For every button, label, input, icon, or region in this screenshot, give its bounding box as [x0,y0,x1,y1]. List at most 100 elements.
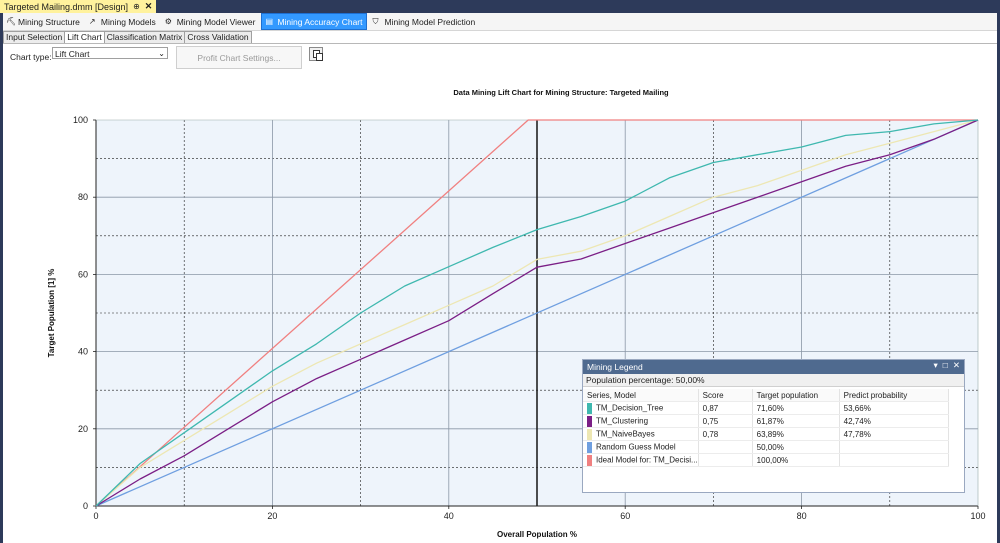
legend-header-probability: Predict probability [839,389,949,402]
designer-tab-mining-models[interactable]: ↗ Mining Models [86,14,159,29]
pin-icon[interactable]: ⊕ [133,2,140,11]
x-tick-label: 0 [93,511,98,521]
legend-score [698,453,753,467]
legend-predict-probability: 42,74% [839,414,949,428]
prediction-icon: ⛉ [372,17,379,26]
maximize-icon[interactable]: □ [942,360,948,370]
document-tab-title: Targeted Mailing.dmm [Design] [4,1,129,12]
x-tick-label: 60 [620,511,630,521]
y-tick-label: 20 [78,424,88,434]
y-tick-label: 80 [78,192,88,202]
population-percentage: Population percentage: 50,00% [583,374,964,387]
legend-score: 0,87 [698,401,753,415]
document-tab[interactable]: Targeted Mailing.dmm [Design] ⊕ ✕ [0,0,157,13]
legend-table: Series, Model Score Target population Pr… [583,389,949,467]
document-tab-bar: Targeted Mailing.dmm [Design] ⊕ ✕ [0,0,1000,13]
y-axis-title: Target Population [1] % [47,269,56,358]
y-tick-label: 60 [78,269,88,279]
designer-tab-label: Mining Model Prediction [384,16,476,27]
chart-title: Data Mining Lift Chart for Mining Struct… [453,88,669,97]
legend-title-bar[interactable]: Mining Legend ▾ □ ✕ [583,360,964,374]
series-color-swatch [587,441,592,453]
legend-target-population: 61,87% [752,414,840,428]
legend-series-name: TM_Decision_Tree [596,403,664,413]
series-color-swatch [587,415,592,427]
legend-header-series: Series, Model [583,389,699,402]
designer-tab-label: Mining Model Viewer [176,16,256,27]
chevron-down-icon[interactable]: ⌄ [158,49,165,58]
designer-tab-mining-model-prediction[interactable]: ⛉ Mining Model Prediction [370,14,479,29]
legend-header-target: Target population [752,389,840,402]
y-tick-label: 0 [83,501,88,511]
models-icon: ↗ [88,17,96,26]
designer-tab-mining-model-viewer[interactable]: ⚙ Mining Model Viewer [162,14,259,29]
series-color-swatch [587,428,592,440]
accuracy-chart-icon: ▤ [265,17,274,26]
y-tick-label: 40 [78,347,88,357]
designer-tab-label: Mining Structure [18,16,80,27]
legend-predict-probability: 53,66% [839,401,949,415]
legend-title: Mining Legend [587,362,643,372]
x-tick-label: 20 [267,511,277,521]
legend-series-cell: TM_Clustering [583,414,699,428]
x-tick-label: 40 [444,511,454,521]
series-color-swatch [587,454,592,466]
viewer-icon: ⚙ [164,17,172,26]
series-line-tm-naivebayes [95,119,979,507]
legend-row[interactable]: Random Guess Model 50,00% [583,440,949,454]
legend-target-population: 71,60% [752,401,840,415]
designer-tab-label: Mining Models [100,16,156,27]
legend-header-score: Score [698,389,753,402]
series-line-random-guess-model [95,119,979,507]
legend-row[interactable]: TM_Clustering 0,75 61,87% 42,74% [583,414,949,428]
designer-tab-bar: ⛏ Mining Structure ↗ Mining Models ⚙ Mining M… [3,13,997,31]
legend-series-cell: TM_NaiveBayes [583,427,699,441]
x-tick-label: 100 [970,511,985,521]
legend-series-name: TM_NaiveBayes [596,429,655,439]
designer-tab-label: Mining Accuracy Chart [277,16,363,27]
legend-row[interactable]: TM_NaiveBayes 0,78 63,89% 47,78% [583,427,949,441]
legend-series-cell: Random Guess Model [583,440,699,454]
legend-predict-probability [839,440,949,454]
legend-series-cell: TM_Decision_Tree [583,401,699,415]
legend-series-cell: Ideal Model for: TM_Decisi... [583,453,699,467]
legend-score: 0,75 [698,414,753,428]
legend-target-population: 100,00% [752,453,840,467]
x-axis-title: Overall Population % [497,530,577,539]
structure-icon: ⛏ [6,17,17,26]
chart-type-value: Lift Chart [55,49,90,59]
legend-predict-probability: 47,78% [839,427,949,441]
designer-tab-mining-accuracy-chart[interactable]: ▤ Mining Accuracy Chart [261,13,367,30]
chart-type-label: Chart type: [10,52,52,62]
close-icon[interactable]: ✕ [952,360,960,370]
copy-chart-button[interactable] [309,47,323,61]
legend-target-population: 50,00% [752,440,840,454]
legend-row[interactable]: TM_Decision_Tree 0,87 71,60% 53,66% [583,401,949,415]
legend-score [698,440,753,454]
legend-series-name: TM_Clustering [596,416,649,426]
toolbar-separator [3,43,997,44]
legend-series-name: Ideal Model for: TM_Decisi... [596,455,698,465]
profit-chart-settings-button[interactable]: Profit Chart Settings... [176,46,302,69]
series-line-tm-decision-tree [95,119,979,507]
x-tick-label: 80 [797,511,807,521]
window-frame-right [997,13,1000,543]
dropdown-icon[interactable]: ▾ [933,360,938,370]
designer-tab-mining-structure[interactable]: ⛏ Mining Structure [3,14,83,29]
mining-legend[interactable]: Mining Legend ▾ □ ✕ Population percentag… [582,359,965,493]
y-tick-label: 100 [73,115,88,125]
legend-target-population: 63,89% [752,427,840,441]
series-color-swatch [587,402,592,414]
accuracy-subtabs: Input Selection Lift Chart Classification … [3,31,252,44]
window-frame-left [0,13,3,543]
legend-predict-probability [839,453,949,467]
chart-type-select[interactable]: Lift Chart ⌄ [52,47,168,59]
legend-score: 0,78 [698,427,753,441]
copy-icon-back [316,53,323,61]
legend-row[interactable]: Ideal Model for: TM_Decisi... 100,00% [583,453,949,467]
series-line-ideal-model-for-tm-decision-tree [95,119,978,507]
series-line-tm-clustering [95,119,979,507]
legend-series-name: Random Guess Model [596,442,676,452]
close-icon[interactable]: ✕ [144,1,153,11]
